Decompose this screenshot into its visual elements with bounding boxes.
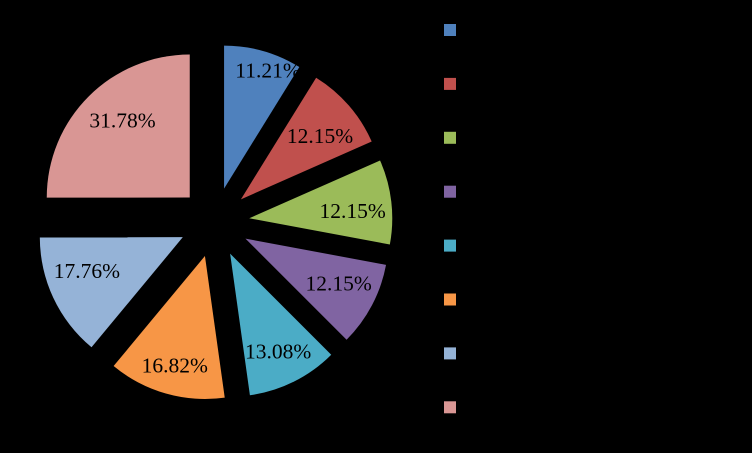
svg-text:31.78%: 31.78% — [89, 108, 155, 132]
svg-text:12.15%: 12.15% — [287, 124, 353, 148]
svg-text:17.76%: 17.76% — [54, 259, 120, 283]
svg-text:16.82%: 16.82% — [142, 354, 208, 378]
svg-text:12.15%: 12.15% — [320, 199, 386, 223]
svg-text:11.21%: 11.21% — [235, 59, 301, 83]
svg-text:12.15%: 12.15% — [305, 272, 371, 296]
svg-text:13.08%: 13.08% — [245, 340, 311, 364]
